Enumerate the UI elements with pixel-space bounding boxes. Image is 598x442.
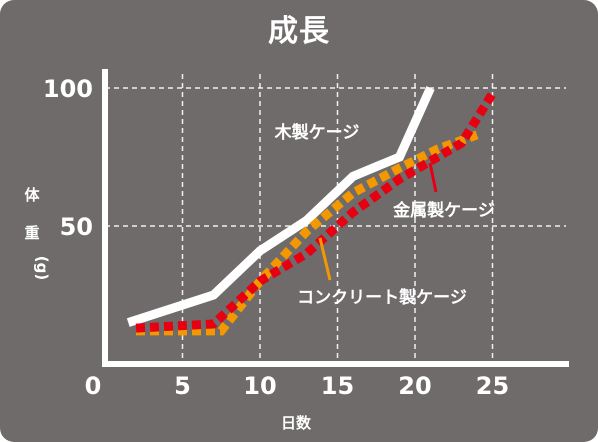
series-line-2 <box>135 91 497 333</box>
axes <box>102 69 569 367</box>
y-axis-label: 体 重 (g) <box>24 186 51 280</box>
y-axis-label-unit: (g) <box>33 256 51 280</box>
x-tick-label: 20 <box>398 372 431 400</box>
tick-labels: 0 5 10 15 20 25 50 100 <box>43 75 509 400</box>
annotation-label-2: 金属製ケージ <box>392 200 495 221</box>
y-axis-label-part2: 重 <box>24 224 39 242</box>
y-tick-label: 100 <box>43 75 93 103</box>
annotation-leader-3 <box>318 237 332 281</box>
x-tick-label: 5 <box>174 372 191 400</box>
x-axis-label: 日数 <box>281 414 312 432</box>
x-tick-label: 15 <box>321 372 354 400</box>
annotation-label-3: コンクリート製ケージ <box>297 287 467 308</box>
series-line-3 <box>136 130 479 336</box>
grid <box>105 74 566 364</box>
annotation-leader-2 <box>428 162 438 193</box>
y-tick-label: 50 <box>60 213 93 241</box>
series-line-1 <box>126 86 435 327</box>
x-tick-label: 0 <box>85 372 102 400</box>
y-axis-label-part1: 体 <box>24 186 40 204</box>
x-tick-label: 10 <box>243 372 276 400</box>
x-tick-label: 25 <box>476 372 509 400</box>
series-lines <box>126 86 497 336</box>
chart-title: 成長 <box>268 14 330 49</box>
annotation-label-1: 木製ケージ <box>274 122 360 143</box>
